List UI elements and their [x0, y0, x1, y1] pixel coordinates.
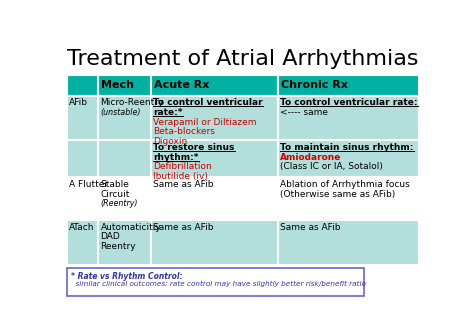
Bar — [151, 220, 278, 265]
Bar — [151, 140, 278, 178]
Text: (unstable): (unstable) — [100, 108, 141, 117]
Bar — [98, 96, 151, 140]
Bar — [278, 140, 419, 178]
Bar — [151, 178, 278, 220]
Text: To restore sinus: To restore sinus — [154, 143, 235, 152]
Text: Ibutilide (iv): Ibutilide (iv) — [154, 172, 208, 181]
Text: Same as AFib: Same as AFib — [154, 223, 214, 231]
Bar — [66, 96, 98, 140]
Bar — [66, 220, 98, 265]
Bar — [278, 75, 419, 96]
Bar — [98, 140, 151, 178]
Text: Amiodarone: Amiodarone — [281, 152, 342, 161]
Bar — [151, 75, 278, 96]
Text: rate:*: rate:* — [154, 108, 183, 117]
Text: (Otherwise same as AFib): (Otherwise same as AFib) — [281, 190, 396, 199]
Text: Same as AFib: Same as AFib — [154, 180, 214, 189]
Text: Acute Rx: Acute Rx — [154, 80, 210, 90]
Bar — [278, 178, 419, 220]
Text: ATach: ATach — [69, 223, 94, 231]
Text: Mech: Mech — [101, 80, 134, 90]
Bar — [278, 220, 419, 265]
Text: similar clinical outcomes; rate control may have slightly better risk/benefit ra: similar clinical outcomes; rate control … — [71, 281, 366, 287]
Text: Verapamil or Diltiazem: Verapamil or Diltiazem — [154, 118, 257, 127]
Text: AFib: AFib — [69, 98, 88, 108]
Bar — [66, 140, 98, 178]
Text: To maintain sinus rhythm:: To maintain sinus rhythm: — [281, 143, 414, 152]
Text: (Class IC or IA, Sotalol): (Class IC or IA, Sotalol) — [281, 162, 383, 171]
Text: To control ventricular: To control ventricular — [154, 98, 263, 108]
Text: (Reentry): (Reentry) — [100, 199, 138, 208]
Text: Digoxin: Digoxin — [154, 137, 188, 146]
Bar — [151, 96, 278, 140]
Bar — [98, 220, 151, 265]
Bar — [98, 178, 151, 220]
Text: Defibrillation: Defibrillation — [154, 162, 212, 171]
Text: Beta-blockers: Beta-blockers — [154, 127, 215, 136]
Text: Chronic Rx: Chronic Rx — [281, 80, 348, 90]
Text: Ablation of Arrhythmia focus: Ablation of Arrhythmia focus — [281, 180, 410, 189]
Text: * Rate vs Rhythm Control:: * Rate vs Rhythm Control: — [71, 272, 182, 281]
Text: Circuit: Circuit — [100, 190, 130, 199]
Text: DAD: DAD — [100, 232, 120, 241]
Text: Reentry: Reentry — [100, 242, 136, 251]
Text: rhythm:*: rhythm:* — [154, 152, 199, 161]
Bar — [66, 268, 364, 295]
Text: <---- same: <---- same — [281, 108, 328, 117]
Text: Micro-Reentry: Micro-Reentry — [100, 98, 164, 108]
Text: Automaticitiy: Automaticitiy — [100, 223, 161, 231]
Text: To control ventricular rate:: To control ventricular rate: — [281, 98, 418, 108]
Bar — [66, 178, 98, 220]
Text: Stable: Stable — [100, 180, 129, 189]
Bar — [98, 75, 151, 96]
Bar — [278, 96, 419, 140]
Bar — [66, 75, 98, 96]
Text: A Flutter: A Flutter — [69, 180, 108, 189]
Text: Same as AFib: Same as AFib — [281, 223, 341, 231]
Text: Treatment of Atrial Arrhythmias: Treatment of Atrial Arrhythmias — [67, 49, 419, 69]
